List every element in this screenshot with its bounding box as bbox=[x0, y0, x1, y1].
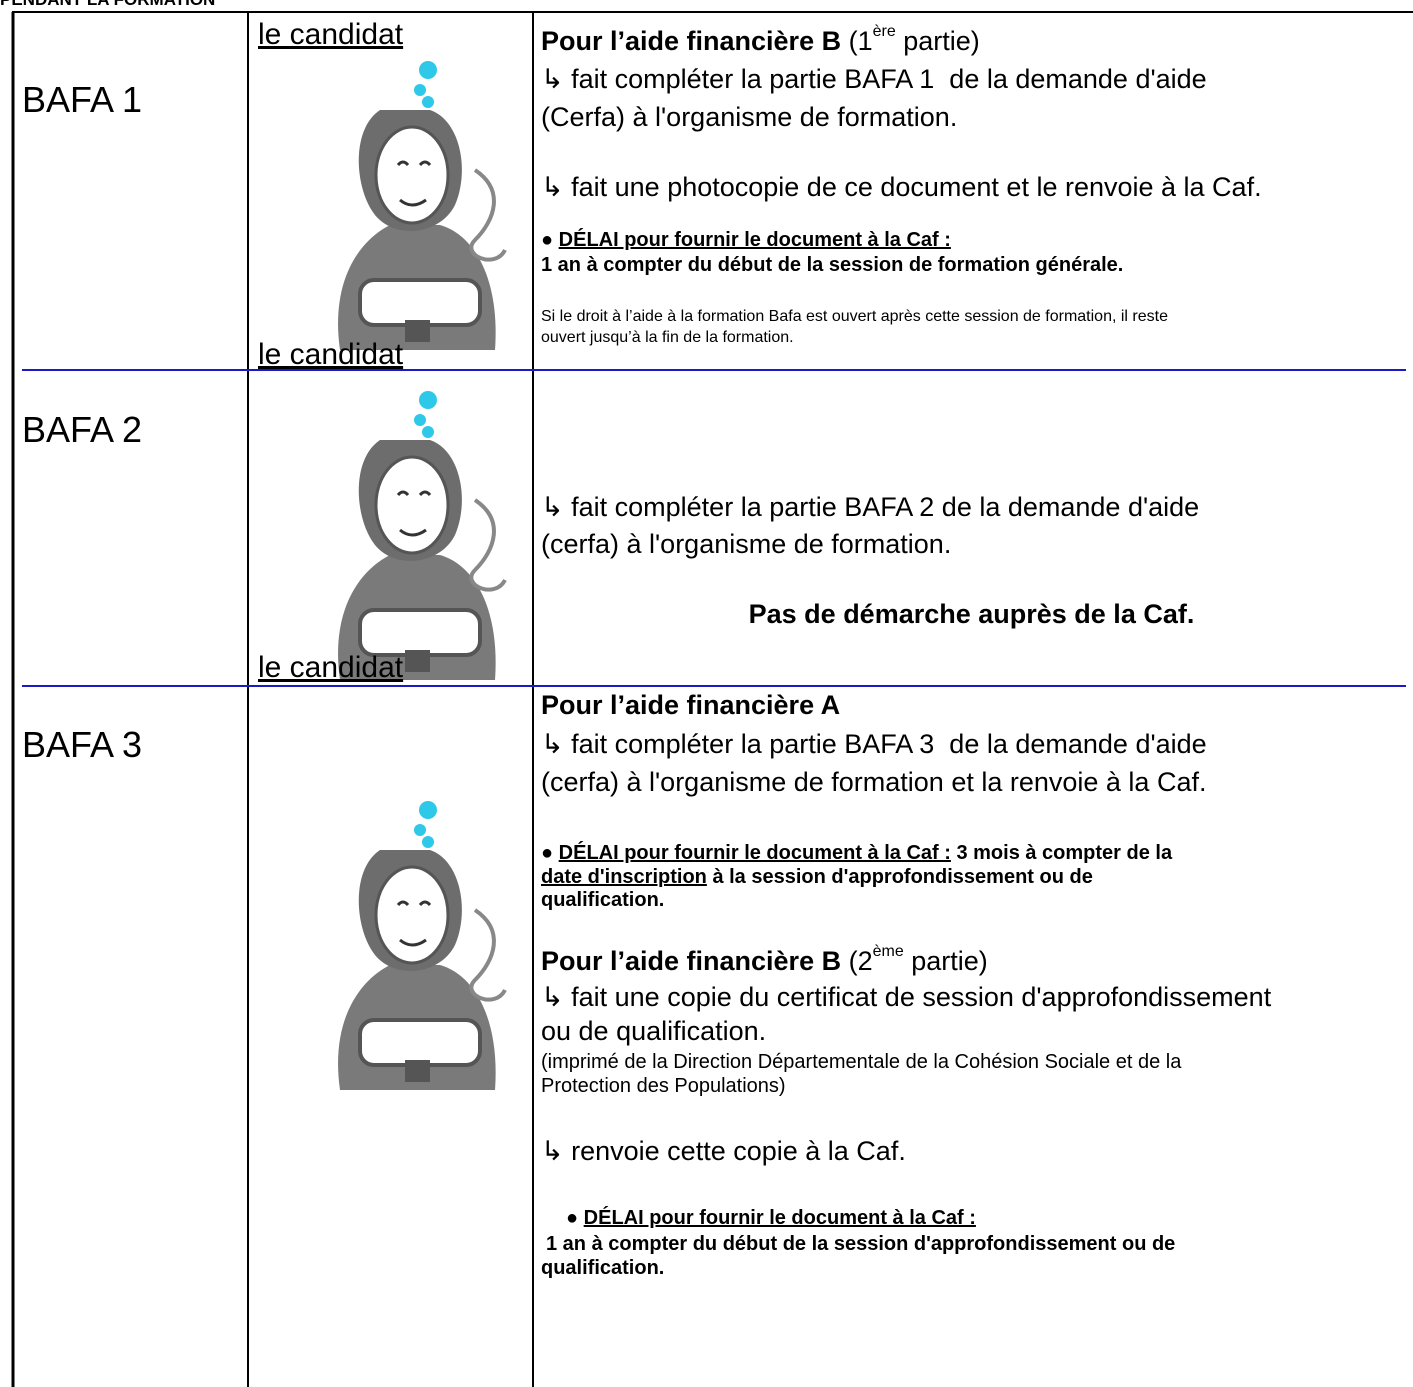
superscript: ème bbox=[872, 943, 904, 960]
step-text: (cerfa) à l'organisme de formation. bbox=[541, 529, 952, 559]
bullet: ● bbox=[541, 842, 554, 864]
heading-text: partie) bbox=[903, 946, 988, 976]
superscript: ère bbox=[872, 23, 896, 40]
aid-heading: Pour l’aide financière B (2ème partie) bbox=[541, 944, 988, 976]
step-text: (cerfa) à l'organisme de formation et la… bbox=[541, 767, 1207, 797]
notice: Pas de démarche auprès de la Caf. bbox=[748, 599, 1195, 629]
heading-text: Pour l’aide financière B bbox=[541, 26, 842, 56]
actor-label: le candidat bbox=[258, 18, 404, 51]
aid-heading: Pour l’aide financière A bbox=[541, 690, 841, 720]
candidate-illustration bbox=[336, 59, 507, 352]
deadline-label: DÉLAI pour fournir le document à la Caf … bbox=[558, 229, 951, 251]
bullet: ● bbox=[541, 229, 554, 251]
deadline: ● DÉLAI pour fournir le document à la Ca… bbox=[566, 1208, 976, 1228]
step-text: ↳ renvoie cette copie à la Caf. bbox=[541, 1136, 906, 1166]
note: Si le droit à l’aide à la formation Bafa… bbox=[541, 308, 1168, 325]
actor-label: le candidat bbox=[258, 338, 404, 371]
level-label: BAFA 3 bbox=[22, 724, 143, 765]
level-label: BAFA 1 bbox=[22, 79, 143, 120]
note: ouvert jusqu’à la fin de la formation. bbox=[541, 329, 794, 346]
heading-text: Pour l’aide financière B bbox=[541, 946, 842, 976]
step-text: ↳ fait compléter la partie BAFA 2 de la … bbox=[541, 492, 1200, 522]
deadline-text: 1 an à compter du début de la session d'… bbox=[546, 1233, 1176, 1255]
aid-heading: Pour l’aide financière B (1ère partie) bbox=[541, 24, 980, 56]
step-text: ou de qualification. bbox=[541, 1016, 767, 1046]
bullet: ● bbox=[566, 1207, 579, 1229]
candidate-illustration bbox=[336, 799, 507, 1092]
step-text: (Cerfa) à l'organisme de formation. bbox=[541, 102, 958, 132]
heading-text: partie) bbox=[895, 26, 980, 56]
step-text: ↳ fait une copie du certificat de sessio… bbox=[541, 982, 1272, 1012]
actor-label: le candidat bbox=[258, 651, 404, 684]
candidate-illustration bbox=[336, 389, 507, 682]
deadline-text: qualification. bbox=[541, 889, 665, 911]
deadline-text: à la session d'approfondissement ou de bbox=[706, 866, 1093, 888]
note: Protection des Populations) bbox=[541, 1075, 786, 1097]
page-title: PENDANT LA FORMATION bbox=[0, 0, 215, 8]
deadline-label: DÉLAI pour fournir le document à la Caf … bbox=[583, 1207, 976, 1229]
step-text: ↳ fait compléter la partie BAFA 3 de la … bbox=[541, 729, 1207, 759]
deadline-label: DÉLAI pour fournir le document à la Caf … bbox=[558, 842, 951, 864]
heading-text: (2 bbox=[841, 946, 873, 976]
deadline-text: 1 an à compter du début de la session de… bbox=[541, 254, 1124, 276]
deadline-text: 3 mois à compter de la bbox=[950, 842, 1173, 864]
deadline: ● DÉLAI pour fournir le document à la Ca… bbox=[541, 843, 1172, 863]
note: (imprimé de la Direction Départementale … bbox=[541, 1051, 1182, 1073]
deadline-text: date d'inscription bbox=[541, 866, 707, 888]
step-text: ↳ fait une photocopie de ce document et … bbox=[541, 172, 1262, 202]
deadline: date d'inscription à la session d'approf… bbox=[541, 867, 1093, 887]
deadline-text: qualification. bbox=[541, 1257, 665, 1279]
deadline: ● DÉLAI pour fournir le document à la Ca… bbox=[541, 230, 951, 250]
level-label: BAFA 2 bbox=[22, 409, 143, 450]
heading-text: (1 bbox=[841, 26, 873, 56]
step-text: ↳ fait compléter la partie BAFA 1 de la … bbox=[541, 64, 1207, 94]
